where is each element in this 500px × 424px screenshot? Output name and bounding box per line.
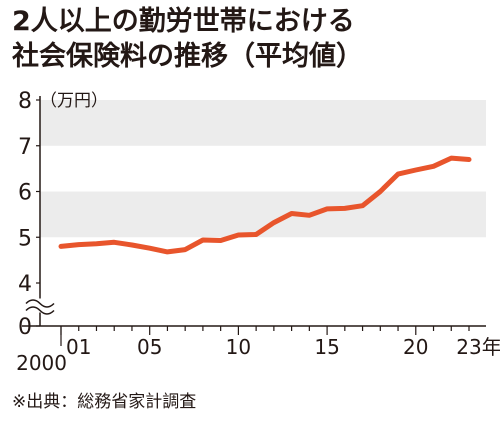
x-tick-label-2005: 05 [137, 335, 162, 359]
axis-break-gap [26, 298, 54, 313]
y-tick-label-7: 7 [18, 135, 32, 160]
chart-title: 2人以上の勤労世帯における 社会保険料の推移（平均値） [12, 4, 492, 74]
y-tick-label-4: 4 [18, 272, 32, 297]
grid-band-1 [40, 100, 486, 146]
source-note: ※出典：総務省家計調査 [12, 392, 197, 412]
x-tick-label-2001: 01 [66, 335, 91, 359]
axis-break-mark [25, 298, 55, 315]
y-tick-label-6: 6 [18, 181, 32, 206]
x-tick-label-2023: 23年 [456, 335, 500, 359]
series-line-group [58, 155, 472, 255]
axis-break-wave-bottom [25, 306, 55, 315]
x-tick-label-2020: 20 [403, 335, 428, 359]
chart-title-line-2: 社会保険料の推移（平均値） [12, 41, 363, 72]
chart-title-line-1: 2人以上の勤労世帯における [12, 6, 355, 37]
y-unit-label: （万円） [40, 91, 108, 111]
x-tick-label-2000: 2000 [16, 351, 67, 375]
axis-break-wave-top [25, 299, 55, 308]
series-line [58, 155, 472, 255]
x-tick-label-2010: 10 [226, 335, 251, 359]
y-tick-labels: 0 4 5 6 7 8 [18, 89, 40, 340]
x-tick-label-2015: 15 [314, 335, 339, 359]
grid-bands [40, 100, 486, 238]
y-tick-label-8: 8 [18, 89, 32, 114]
y-tick-label-0: 0 [18, 315, 32, 340]
y-tick-label-5: 5 [18, 226, 32, 251]
